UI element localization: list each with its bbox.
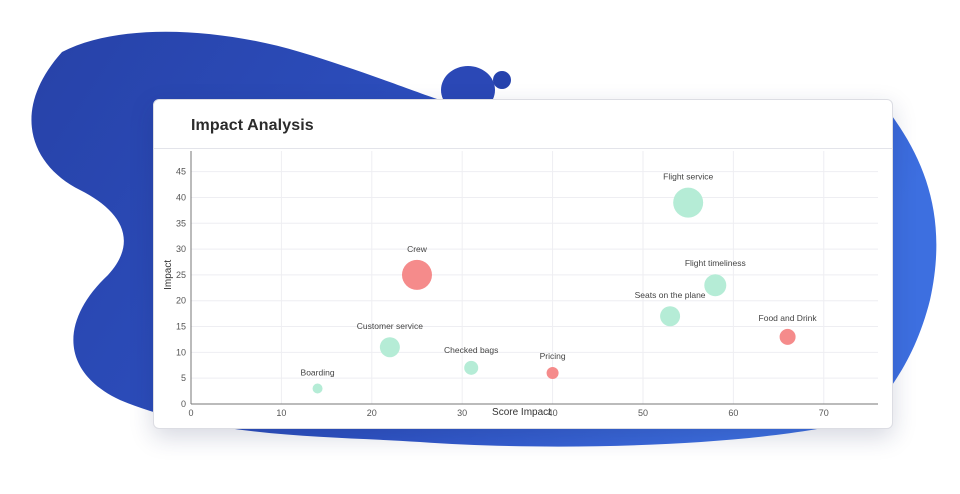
x-tick-label: 20 [367, 408, 377, 418]
tick-labels: 0 10 20 30 40 50 60 70 0 5 10 15 20 25 30 35 40 45 [176, 167, 829, 418]
data-point[interactable]: Flight timeliness [685, 258, 746, 297]
point-label: Crew [407, 244, 428, 254]
y-tick-label: 5 [181, 373, 186, 383]
axes [190, 151, 878, 405]
y-tick-label: 20 [176, 296, 186, 306]
point-label: Customer service [357, 321, 423, 331]
x-tick-label: 30 [457, 408, 467, 418]
data-point[interactable]: Seats on the plane [635, 290, 706, 327]
point-label: Flight timeliness [685, 258, 746, 268]
bubble-marker[interactable] [379, 337, 400, 358]
x-tick-label: 0 [188, 408, 193, 418]
data-point[interactable]: Crew [401, 244, 432, 290]
x-tick-label: 50 [638, 408, 648, 418]
bubble-chart: 0 10 20 30 40 50 60 70 0 5 10 15 20 25 30 35 40 45 Flight… [163, 151, 878, 418]
data-point[interactable]: Checked bags [444, 345, 498, 375]
bubble-marker[interactable] [312, 383, 323, 394]
point-label: Boarding [301, 368, 335, 378]
y-tick-label: 35 [176, 218, 186, 228]
x-axis-title: Score Impact [492, 407, 551, 418]
y-tick-label: 45 [176, 167, 186, 177]
point-label: Food and Drink [759, 313, 818, 323]
y-tick-label: 0 [181, 399, 186, 409]
bubble-marker[interactable] [673, 187, 704, 218]
y-tick-label: 30 [176, 244, 186, 254]
x-tick-label: 70 [819, 408, 829, 418]
bubble-marker[interactable] [779, 328, 796, 345]
bubble-marker[interactable] [704, 274, 727, 297]
y-tick-label: 10 [176, 347, 186, 357]
point-label: Checked bags [444, 345, 498, 355]
y-axis-title: Impact [163, 260, 174, 290]
bubble-marker[interactable] [401, 259, 432, 290]
point-label: Flight service [663, 172, 713, 182]
bubble-marker[interactable] [546, 367, 559, 380]
data-point[interactable]: Boarding [301, 368, 335, 394]
data-point[interactable]: Pricing [540, 351, 566, 380]
data-point[interactable]: Customer service [357, 321, 423, 358]
y-tick-label: 15 [176, 322, 186, 332]
data-point[interactable]: Food and Drink [759, 313, 818, 345]
y-tick-label: 40 [176, 192, 186, 202]
x-tick-label: 40 [548, 408, 558, 418]
y-tick-label: 25 [176, 270, 186, 280]
impact-analysis-card: Impact Analysis 0 10 20 30 40 50 60 70 0 5 10 15 20 2… [153, 99, 893, 429]
card-title: Impact Analysis [191, 117, 314, 134]
bubble-marker[interactable] [464, 360, 479, 375]
x-tick-label: 60 [728, 408, 738, 418]
data-point[interactable]: Flight service [663, 172, 713, 218]
point-label: Pricing [540, 351, 566, 361]
card-header: Impact Analysis [154, 100, 892, 149]
point-label: Seats on the plane [635, 290, 706, 300]
bubble-marker[interactable] [660, 306, 681, 327]
x-tick-label: 10 [276, 408, 286, 418]
data-points: Flight service Crew Flight timeliness Seats… [301, 172, 818, 394]
grid-lines [191, 151, 878, 404]
